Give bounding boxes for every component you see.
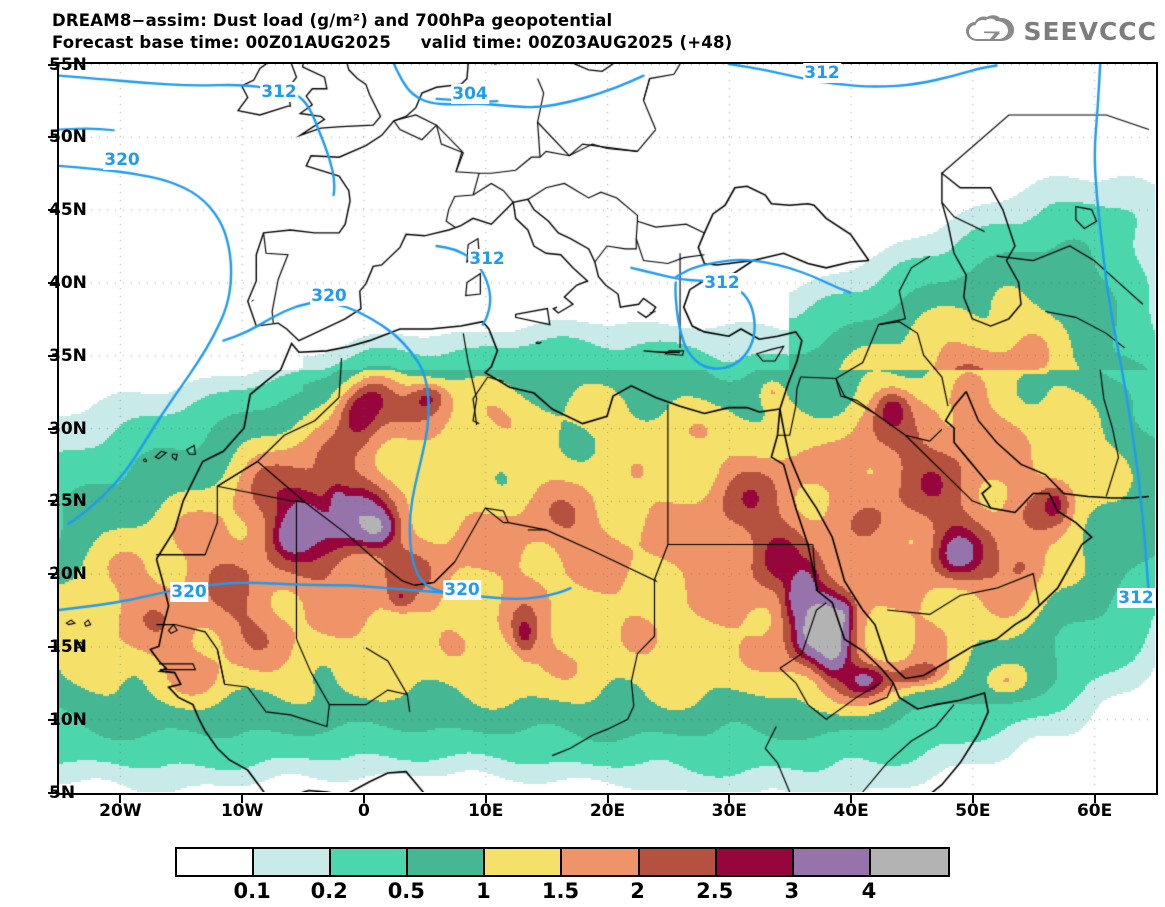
x-axis-tick: [241, 795, 244, 803]
x-axis-tick: [484, 795, 487, 803]
y-axis-tick: [48, 791, 57, 794]
x-axis-label: 50E: [955, 801, 991, 821]
y-axis-tick: [48, 718, 57, 721]
x-axis-tick: [362, 795, 365, 803]
contour-label: 320: [170, 582, 208, 602]
contour-label: 320: [103, 150, 141, 170]
colorbar-band: [254, 849, 332, 875]
x-axis-label: 20W: [99, 801, 142, 821]
colorbar: 0.1 0.2 0.5 1 1.5 2 2.5 3 4: [0, 838, 1165, 907]
colorbar-tick: 0.2: [310, 879, 348, 903]
contour-label: 312: [1117, 588, 1155, 608]
colorbar-tick: 2: [630, 879, 645, 903]
x-axis-tick: [971, 795, 974, 803]
colorbar-tick: 0.5: [387, 879, 425, 903]
colorbar-band: [639, 849, 717, 875]
y-axis-tick: [48, 281, 57, 284]
colorbar-band: [716, 849, 794, 875]
y-axis-tick: [48, 136, 57, 139]
contour-label: 312: [703, 273, 741, 293]
colorbar-band: [793, 849, 871, 875]
dust-load-map-canvas: [59, 64, 1155, 792]
colorbar-band: [562, 849, 640, 875]
colorbar-band: [408, 849, 486, 875]
x-axis-tick: [1093, 795, 1096, 803]
colorbar-tick: 1.5: [541, 879, 580, 903]
colorbar-tick: 3: [784, 879, 800, 903]
y-axis-tick: [48, 354, 57, 357]
x-axis-label: 40E: [833, 801, 869, 821]
contour-label: 312: [803, 63, 841, 83]
x-axis-label: 30E: [711, 801, 747, 821]
x-axis-tick: [119, 795, 122, 803]
logo-text: SEEVCCC: [1023, 16, 1157, 46]
contour-label: 320: [443, 580, 481, 600]
chart-header: DREAM8−assim: Dust load (g/m²) and 700hP…: [0, 0, 1165, 58]
x-axis-label: 0: [358, 801, 370, 821]
x-axis-tick: [606, 795, 609, 803]
colorbar-tick: 2.5: [696, 879, 734, 903]
x-axis-label: 20E: [589, 801, 626, 821]
colorbar-band: [331, 849, 409, 875]
x-axis-label: 60E: [1076, 801, 1113, 821]
colorbar-tick: 1: [476, 879, 491, 903]
cloud-icon: [966, 15, 1015, 41]
map-plot-area[interactable]: [57, 62, 1158, 795]
x-axis-label: 10E: [468, 801, 504, 821]
colorbar-tick: 0.1: [233, 879, 271, 903]
seevccc-logo: SEEVCCC: [964, 12, 1157, 50]
y-axis-tick: [48, 427, 57, 430]
x-axis-label: 10W: [220, 801, 264, 821]
colorbar-band: [177, 849, 255, 875]
contour-label: 320: [310, 286, 348, 306]
colorbar-bands: [175, 847, 950, 877]
y-axis-tick: [48, 573, 57, 576]
page-title: DREAM8−assim: Dust load (g/m²) and 700hP…: [52, 11, 613, 30]
contour-label: 312: [260, 82, 298, 102]
contour-label: 312: [468, 249, 506, 269]
y-axis-tick: [48, 63, 57, 66]
y-axis-tick: [48, 209, 57, 212]
y-axis-tick: [48, 500, 57, 503]
page-subtitle: Forecast base time: 00Z01AUG2025 valid t…: [52, 33, 733, 52]
colorbar-band: [485, 849, 563, 875]
colorbar-tick: 4: [861, 879, 877, 903]
colorbar-band: [870, 849, 948, 875]
x-axis-tick: [728, 795, 731, 803]
y-axis-tick: [48, 645, 57, 648]
contour-label: 304: [451, 84, 489, 104]
x-axis-tick: [850, 795, 853, 803]
